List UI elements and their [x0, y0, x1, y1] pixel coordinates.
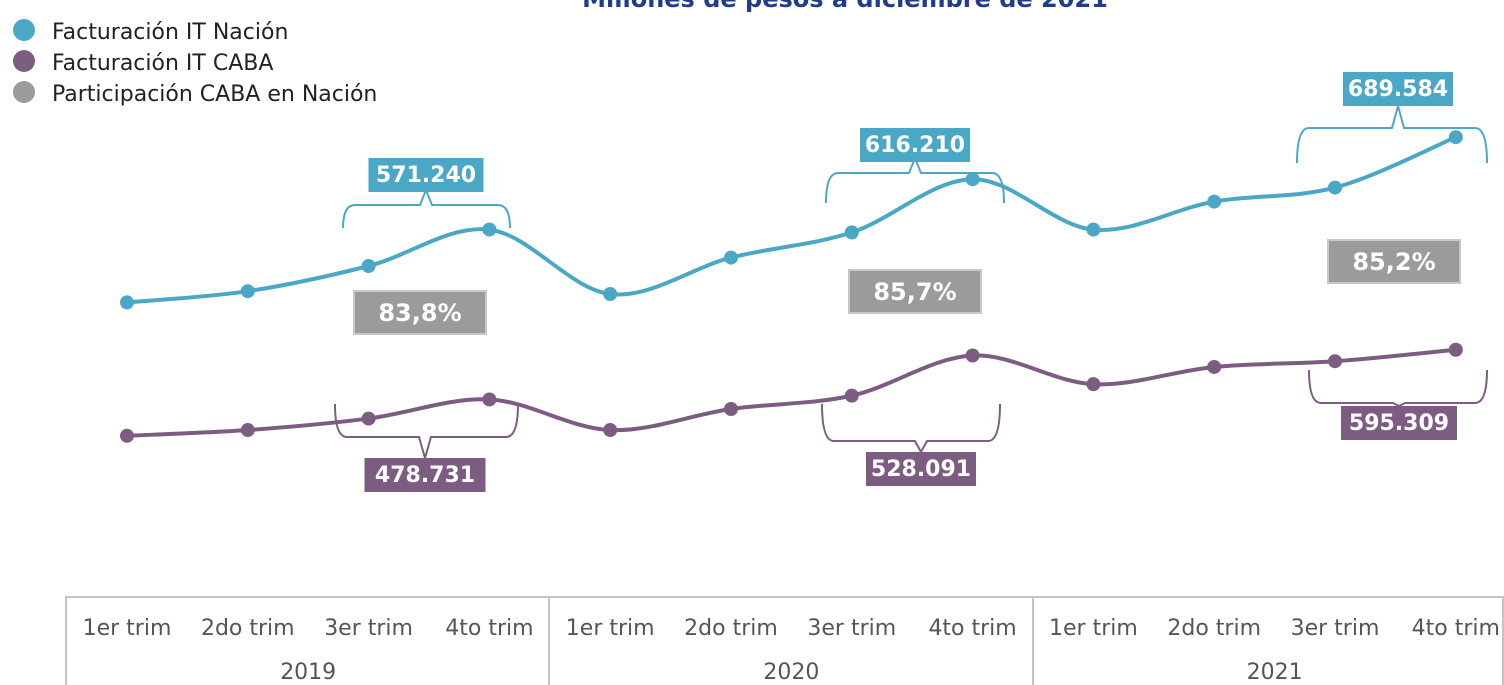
data-point: [120, 295, 134, 310]
legend-label: Facturación IT CABA: [52, 51, 273, 76]
data-point: [240, 284, 255, 299]
total-label: 616.210: [865, 133, 965, 158]
data-point: [482, 222, 497, 237]
x-tick-label: 2do trim: [1167, 616, 1261, 641]
data-point: [1328, 180, 1342, 195]
x-tick-label: 4to trim: [445, 616, 533, 641]
total-box: [1343, 72, 1453, 106]
total-box: [364, 458, 486, 492]
total-label: 689.584: [1348, 77, 1448, 102]
total-bracket: [1308, 369, 1488, 408]
x-tick-label: 3er trim: [1291, 616, 1380, 641]
share-box: [1327, 239, 1461, 284]
data-point: [240, 423, 255, 438]
share-box: [848, 269, 982, 314]
legend-label: Facturación IT Nación: [52, 20, 288, 45]
data-point: [1207, 359, 1222, 374]
x-tick-label: 4to trim: [1412, 616, 1500, 641]
x-tick-label: 1er trim: [1049, 616, 1138, 641]
total-label: 478.731: [375, 463, 475, 488]
total-bracket: [334, 403, 519, 462]
data-point: [1086, 377, 1101, 392]
data-point: [120, 428, 134, 443]
total-bracket: [342, 187, 511, 229]
data-point: [1086, 222, 1101, 237]
total-label: 595.309: [1349, 411, 1449, 436]
x-tick-label: 3er trim: [324, 616, 413, 641]
data-point: [1207, 194, 1222, 209]
share-label: 83,8%: [378, 299, 461, 327]
x-tick-label: 2do trim: [201, 616, 295, 641]
series-line: [126, 347, 1456, 438]
x-group-label: 2019: [280, 660, 336, 685]
chart-title: Millones de pesos a diciembre de 2021: [582, 0, 1108, 13]
total-box: [866, 452, 976, 486]
data-point: [1328, 354, 1342, 369]
data-point: [844, 225, 859, 240]
share-label: 85,2%: [1352, 248, 1435, 276]
data-point: [724, 250, 738, 265]
share-label: 85,7%: [873, 278, 956, 306]
x-tick-label: 1er trim: [83, 616, 172, 641]
legend-marker: [13, 81, 35, 103]
series-line: [126, 135, 1457, 305]
data-point: [1448, 342, 1463, 357]
total-label: 571.240: [376, 163, 476, 188]
total-box: [368, 158, 484, 192]
x-tick-label: 4to trim: [928, 616, 1016, 641]
data-point: [361, 411, 376, 426]
data-point: [965, 348, 980, 363]
total-box: [1341, 406, 1457, 440]
data-point: [603, 287, 618, 301]
x-tick-label: 2do trim: [684, 616, 778, 641]
data-point: [1448, 130, 1463, 145]
share-box: [353, 290, 487, 335]
legend-label: Participación CABA en Nación: [52, 82, 377, 107]
x-group-label: 2021: [1247, 660, 1303, 685]
total-box: [860, 128, 970, 162]
data-point: [724, 402, 738, 417]
x-tick-label: 3er trim: [807, 616, 896, 641]
data-point: [844, 388, 859, 403]
data-point: [603, 423, 618, 438]
total-label: 528.091: [871, 457, 971, 482]
data-point: [965, 172, 980, 187]
data-point: [361, 259, 376, 273]
data-point: [482, 392, 497, 407]
x-tick-label: 1er trim: [566, 616, 655, 641]
legend-marker: [13, 19, 35, 41]
x-group-label: 2020: [763, 660, 819, 685]
axis-frame: [65, 596, 1504, 685]
legend-marker: [13, 50, 35, 72]
total-bracket: [821, 403, 1001, 455]
